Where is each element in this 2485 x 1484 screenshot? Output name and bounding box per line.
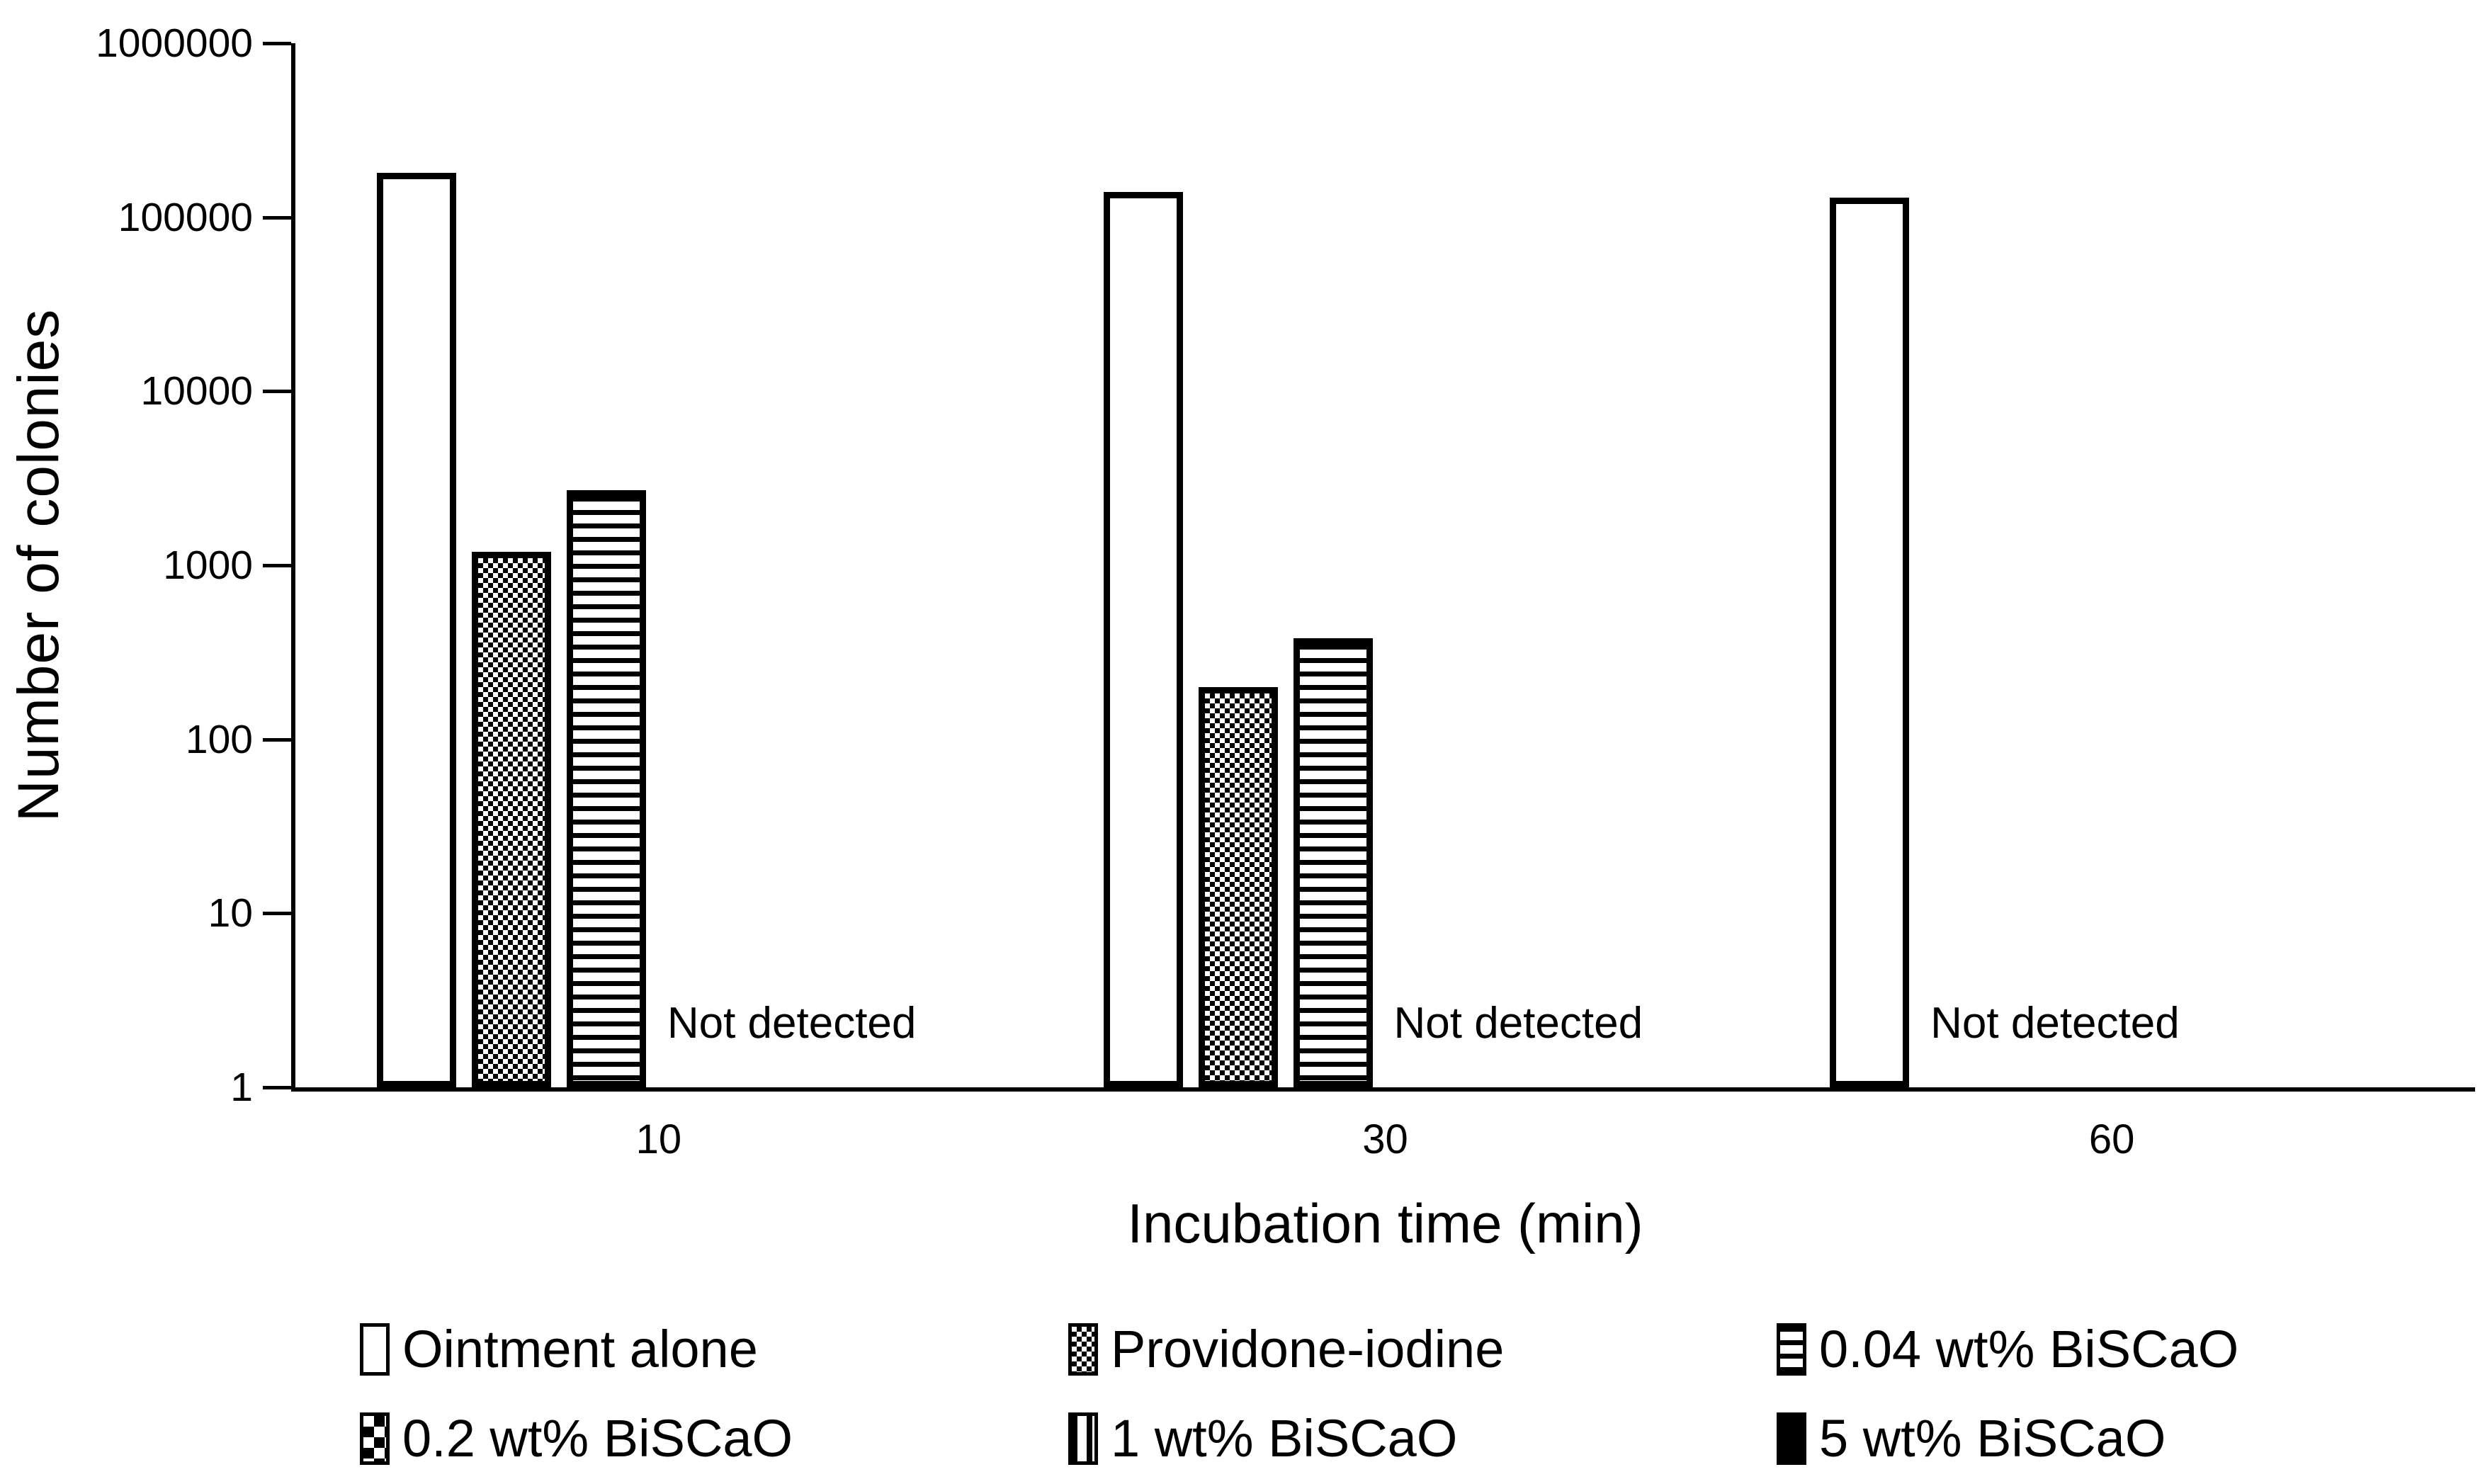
not-detected-label: Not detected	[1393, 999, 1643, 1048]
legend-item-ointment-alone: Ointment alone	[360, 1319, 758, 1380]
legend-marker-horizontal-stripes-swatch	[1777, 1323, 1806, 1376]
legend-marker-vertical-stripes-swatch	[1068, 1412, 1098, 1465]
y-tick-label: 100000	[118, 194, 253, 240]
bar-0-04-wt-biscao-10min	[566, 490, 646, 1087]
bar-ointment-alone-60min	[1830, 197, 1910, 1087]
legend-label: 5 wt% BiSCaO	[1819, 1409, 2166, 1468]
y-tick-label: 1	[230, 1065, 253, 1110]
y-tick-label: 100	[185, 716, 253, 762]
legend-marker-fine-checker-swatch	[1068, 1323, 1098, 1376]
x-axis-line	[291, 1087, 2475, 1092]
bar-ointment-alone-30min	[1103, 191, 1183, 1087]
y-tick-label: 10000	[140, 368, 253, 414]
y-tick-label: 1000	[163, 543, 253, 588]
legend-item-5-wt-biscao: 5 wt% BiSCaO	[1777, 1408, 2166, 1469]
bar-providone-iodine-10min	[471, 551, 551, 1087]
y-tick	[263, 1086, 291, 1089]
legend-marker-plain-white-swatch	[360, 1323, 390, 1376]
legend-label: Ointment alone	[402, 1320, 758, 1378]
bar-providone-iodine-30min	[1198, 686, 1278, 1087]
not-detected-label: Not detected	[667, 999, 917, 1048]
legend-item-0-04-wt-biscao: 0.04 wt% BiSCaO	[1777, 1319, 2238, 1380]
legend-item-0-2-wt-biscao: 0.2 wt% BiSCaO	[360, 1408, 793, 1469]
y-tick	[263, 390, 291, 394]
bar-0-04-wt-biscao-30min	[1293, 638, 1373, 1087]
x-tick-label: 30	[1362, 1116, 1408, 1162]
legend-label: Providone-iodine	[1111, 1320, 1505, 1378]
y-tick	[263, 737, 291, 742]
legend-marker-solid-black-swatch	[1777, 1412, 1806, 1465]
y-tick-label: 10	[208, 890, 253, 936]
not-detected-label: Not detected	[1930, 999, 2180, 1048]
x-tick-label: 10	[635, 1116, 682, 1162]
legend-marker-coarse-checker-swatch	[360, 1412, 390, 1465]
x-tick-label: 60	[2088, 1116, 2135, 1162]
x-axis-title: Incubation time (min)	[1127, 1192, 1643, 1254]
y-tick	[263, 564, 291, 567]
y-tick	[263, 912, 291, 916]
y-tick	[263, 42, 291, 45]
bar-ointment-alone-10min	[376, 172, 456, 1087]
legend-item-providone-iodine: Providone-iodine	[1068, 1319, 1504, 1380]
legend-label: 0.2 wt% BiSCaO	[402, 1409, 793, 1468]
y-tick	[263, 215, 291, 220]
legend-label: 0.04 wt% BiSCaO	[1819, 1320, 2239, 1378]
legend-item-1-wt-biscao: 1 wt% BiSCaO	[1068, 1408, 1457, 1469]
y-tick-label: 1000000	[96, 21, 253, 66]
legend-label: 1 wt% BiSCaO	[1111, 1409, 1458, 1468]
y-axis-line	[291, 43, 295, 1092]
